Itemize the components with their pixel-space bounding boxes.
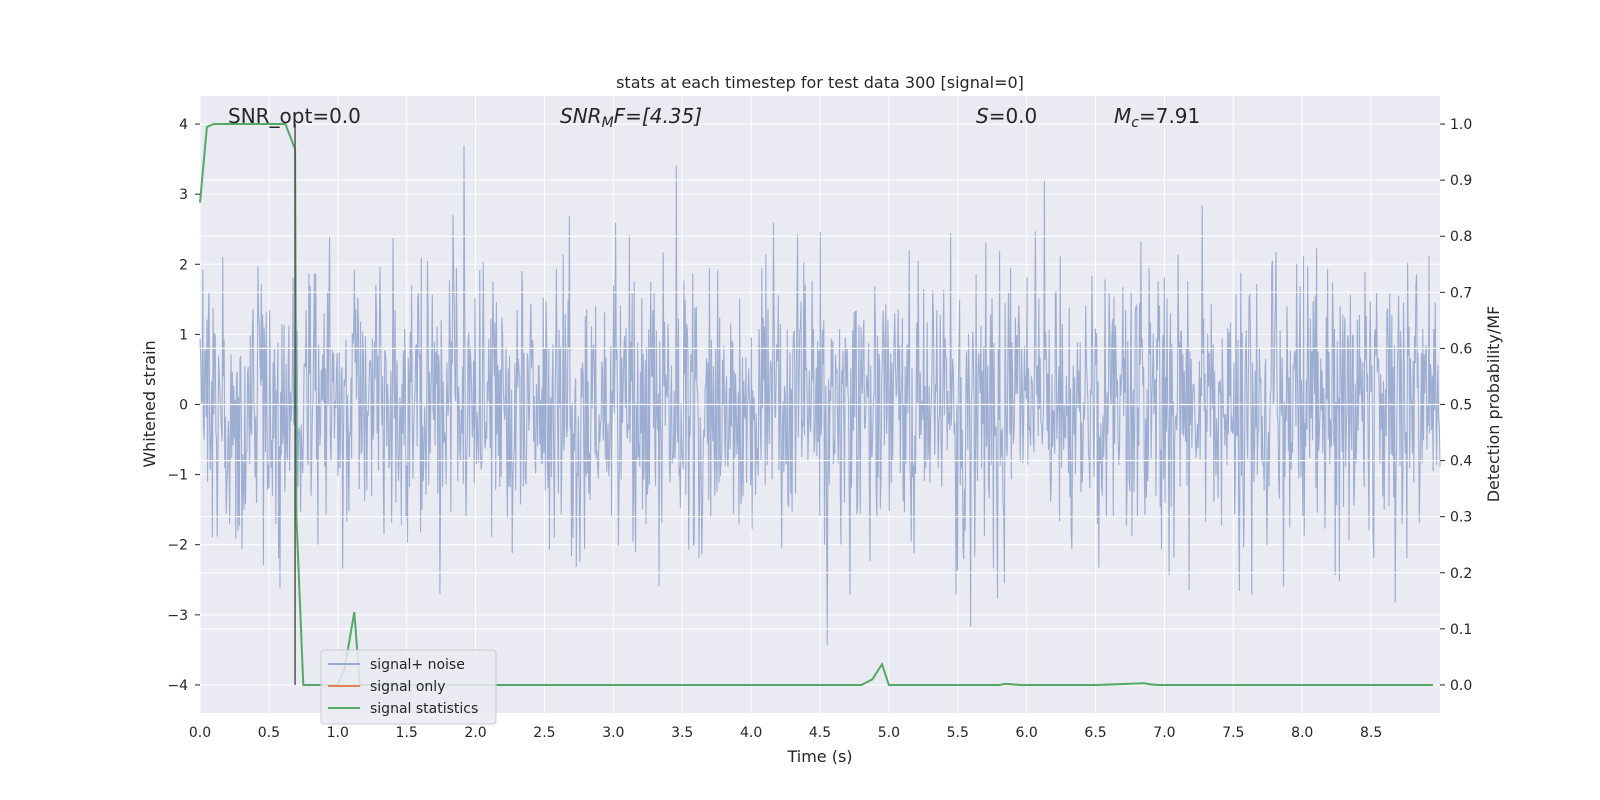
y-tick-label-right: 0.4 [1450, 454, 1472, 470]
y-ticks-right: 1.0 0.9 0.8 0.7 0.6 0.5 0.4 0.3 0.2 0.1 0.0 [1440, 117, 1472, 694]
x-tick-label: 0.5 [258, 725, 280, 741]
y-tick-label-left: −3 [167, 608, 188, 624]
annotation-snr-mf: SNRMF=[4.35] [560, 104, 702, 131]
x-tick-label: 2.5 [533, 725, 555, 741]
y-tick-label-right: 0.9 [1450, 173, 1472, 189]
annotation-snr-opt: SNR_opt=0.0 [228, 104, 361, 128]
series-signal-noise [199, 145, 1441, 645]
y-tick-label-right: 0.0 [1450, 678, 1472, 694]
y-tick-label-left: −2 [167, 538, 188, 554]
x-tick-label: 6.0 [1016, 725, 1038, 741]
legend-label-noise: signal+ noise [370, 657, 465, 673]
legend-label-signal: signal only [370, 679, 445, 695]
x-tick-label: 3.0 [602, 725, 624, 741]
y-tick-label-left: 1 [179, 327, 188, 343]
x-tick-label: 3.5 [671, 725, 693, 741]
x-tick-label: 1.5 [396, 725, 418, 741]
x-tick-label: 6.5 [1084, 725, 1106, 741]
x-tick-label: 2.0 [464, 725, 486, 741]
y-tick-label-left: 4 [179, 117, 188, 133]
y-axis-label-right: Detection probability/MF [1484, 306, 1503, 503]
y-axis-label-left: Whitened strain [140, 340, 159, 467]
y-tick-label-left: 3 [179, 187, 188, 203]
x-tick-label: 4.5 [809, 725, 831, 741]
y-tick-label-right: 0.8 [1450, 229, 1472, 245]
x-tick-label: 4.0 [740, 725, 762, 741]
y-tick-label-right: 0.2 [1450, 566, 1472, 582]
y-tick-label-right: 0.7 [1450, 285, 1472, 301]
x-tick-label: 8.5 [1360, 725, 1382, 741]
y-tick-label-left: 2 [179, 257, 188, 273]
x-tick-label: 8.0 [1291, 725, 1313, 741]
y-tick-label-right: 0.6 [1450, 341, 1472, 357]
y-tick-label-right: 1.0 [1450, 117, 1472, 133]
x-tick-label: 7.0 [1153, 725, 1175, 741]
y-tick-label-left: −1 [167, 468, 188, 484]
x-tick-label: 0.0 [189, 725, 211, 741]
legend-label-stats: signal statistics [370, 701, 478, 717]
noise-series [199, 145, 1441, 645]
x-tick-label: 1.0 [327, 725, 349, 741]
x-tick-label: 5.0 [878, 725, 900, 741]
y-tick-label-right: 0.1 [1450, 622, 1472, 638]
x-tick-label: 7.5 [1222, 725, 1244, 741]
x-tick-label: 5.5 [947, 725, 969, 741]
y-tick-label-right: 0.3 [1450, 510, 1472, 526]
x-axis-label: Time (s) [786, 747, 852, 766]
annotation-mc: Mc=7.91 [1114, 104, 1200, 131]
y-tick-label-left: −4 [167, 678, 188, 694]
annotation-s: S=0.0 [976, 104, 1037, 128]
chart-title: stats at each timestep for test data 300… [616, 73, 1024, 92]
legend-box [320, 649, 497, 725]
legend: signal+ noise signal only signal statist… [320, 649, 497, 725]
y-ticks-left: 4 3 2 1 0 −1 −2 −3 −4 [167, 117, 200, 694]
y-tick-label-left: 0 [179, 398, 188, 414]
y-tick-label-right: 0.5 [1450, 398, 1472, 414]
x-ticks: 0.0 0.5 1.0 1.5 2.0 2.5 3.0 3.5 4.0 4.5 5.0 5.5 6.0 6… [189, 725, 1382, 741]
